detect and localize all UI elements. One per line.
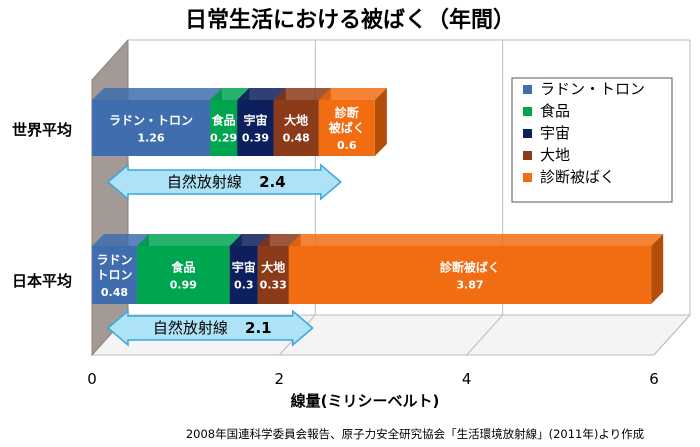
legend-swatch bbox=[523, 107, 532, 116]
legend-box bbox=[511, 77, 673, 203]
bar-segment-label: 診断被ばく bbox=[440, 260, 500, 275]
legend-entry: 食品 bbox=[523, 102, 570, 120]
bar-segment-top bbox=[92, 234, 149, 246]
bar-segment-side bbox=[374, 88, 387, 156]
chart-title: 日常生活における被ばく（年間） bbox=[185, 7, 515, 33]
bar-segment-value: 0.33 bbox=[260, 279, 287, 292]
bar-segment-value: 0.99 bbox=[170, 279, 197, 292]
bar-segment-top bbox=[229, 234, 270, 246]
category-label: 日本平均 bbox=[12, 272, 72, 290]
bar-segment-top bbox=[210, 88, 250, 100]
legend-label: 宇宙 bbox=[540, 124, 570, 142]
bar-segment-value: 0.3 bbox=[234, 279, 254, 292]
bar-segment-top bbox=[288, 234, 664, 246]
legend-entry: 大地 bbox=[523, 146, 570, 164]
legend-label: 大地 bbox=[540, 146, 570, 164]
bar-segment-face bbox=[257, 246, 289, 304]
bar-segment-side bbox=[651, 234, 664, 304]
chart-side-wall bbox=[91, 38, 129, 357]
source-note: 2008年国連科学委員会報告、原子力安全研究協会「生活環境放射線」(2011年)… bbox=[186, 427, 645, 441]
bar-segment-face bbox=[273, 100, 319, 156]
arrow-label: 自然放射線 bbox=[153, 319, 228, 337]
legend-swatch bbox=[523, 151, 532, 160]
bar-segment-value: 0.39 bbox=[242, 132, 269, 145]
legend-entry: ラドン・トロン bbox=[523, 80, 645, 98]
bar-segment-value: 1.26 bbox=[137, 132, 164, 145]
bar-segment-top bbox=[237, 88, 286, 100]
legend-swatch bbox=[523, 173, 532, 182]
stacked-bars: ラドン・トロン 1.26 食品 0.29 宇宙 0.39 大地 0.48 診断被ばく 0.6 ラドン… bbox=[92, 88, 664, 304]
bar-segment: 食品 0.99 bbox=[136, 234, 242, 304]
bar-segment-value: 0.29 bbox=[210, 132, 237, 145]
bar-segment-label: 大地 bbox=[261, 260, 285, 275]
bar-segment-value: 0.48 bbox=[283, 132, 310, 145]
bar-segment: ラドン・トロン 1.26 bbox=[92, 88, 223, 156]
legend-swatch bbox=[523, 129, 532, 138]
bar-segment-top bbox=[92, 88, 223, 100]
bar-segment-face bbox=[92, 246, 137, 304]
bar-segment-face bbox=[92, 100, 211, 156]
bar-segment-label: トロン bbox=[96, 268, 132, 282]
legend-swatch bbox=[523, 85, 532, 94]
bar-segment-label: ラドン・トロン bbox=[109, 114, 193, 128]
bar-segment-value: 0.48 bbox=[101, 286, 128, 299]
x-tick-label: 6 bbox=[649, 370, 659, 388]
bar-segment-top bbox=[318, 88, 387, 100]
arrow-label: 自然放射線 bbox=[167, 173, 242, 191]
x-tick-label: 0 bbox=[87, 370, 97, 388]
x-axis-label: 線量(ミリシーベルト) bbox=[291, 392, 440, 410]
bar-segment: 診断被ばく 0.6 bbox=[318, 88, 387, 156]
x-axis: 0 2 4 6 bbox=[87, 370, 659, 388]
natural-radiation-arrow: 自然放射線 2.1 bbox=[106, 309, 314, 347]
bar-segment-face bbox=[318, 100, 375, 156]
bar-segment-label: 大地 bbox=[284, 113, 308, 128]
category-label: 世界平均 bbox=[12, 121, 72, 139]
bar-segment-face bbox=[288, 246, 652, 304]
legend-label: 診断被ばく bbox=[540, 168, 615, 186]
bar-segment-label: ラドン bbox=[96, 253, 132, 267]
legend-label: ラドン・トロン bbox=[540, 80, 645, 98]
bar-segment: 診断被ばく 3.87 bbox=[288, 234, 664, 304]
bar-segment-top bbox=[257, 234, 301, 246]
legend-entry: 宇宙 bbox=[523, 124, 570, 142]
x-tick-label: 4 bbox=[462, 370, 472, 388]
bar-segment-label: 被ばく bbox=[329, 120, 365, 135]
gridline-floor bbox=[653, 314, 691, 356]
gridline-floor bbox=[466, 314, 504, 356]
arrow-value: 2.1 bbox=[245, 319, 272, 337]
natural-radiation-arrow: 自然放射線 2.4 bbox=[106, 163, 342, 201]
bar-segment-label: 宇宙 bbox=[243, 113, 267, 128]
bar-segment-label: 食品 bbox=[170, 260, 195, 275]
bar-segment-label: 診断 bbox=[335, 105, 359, 120]
natural-radiation-arrows: 自然放射線 2.4 自然放射線 2.1 bbox=[106, 163, 342, 347]
arrow-shape bbox=[106, 163, 342, 201]
x-tick-label: 2 bbox=[275, 370, 285, 388]
bar-segment-top bbox=[136, 234, 242, 246]
bar-segment-face bbox=[210, 100, 238, 156]
arrow-value: 2.4 bbox=[259, 173, 286, 191]
bar-segment-face bbox=[136, 246, 230, 304]
bar-segment-value: 3.87 bbox=[456, 279, 483, 292]
bar-segment-label: 宇宙 bbox=[232, 260, 256, 275]
bar-segment-face bbox=[237, 100, 274, 156]
bar-segment-top bbox=[273, 88, 331, 100]
bar-segment-face bbox=[229, 246, 258, 304]
bar-segment-label: 食品 bbox=[211, 113, 236, 128]
legend-entry: 診断被ばく bbox=[523, 168, 615, 186]
arrow-shape bbox=[106, 309, 314, 347]
bar-segment-value: 0.6 bbox=[337, 139, 357, 152]
legend-label: 食品 bbox=[540, 102, 570, 120]
